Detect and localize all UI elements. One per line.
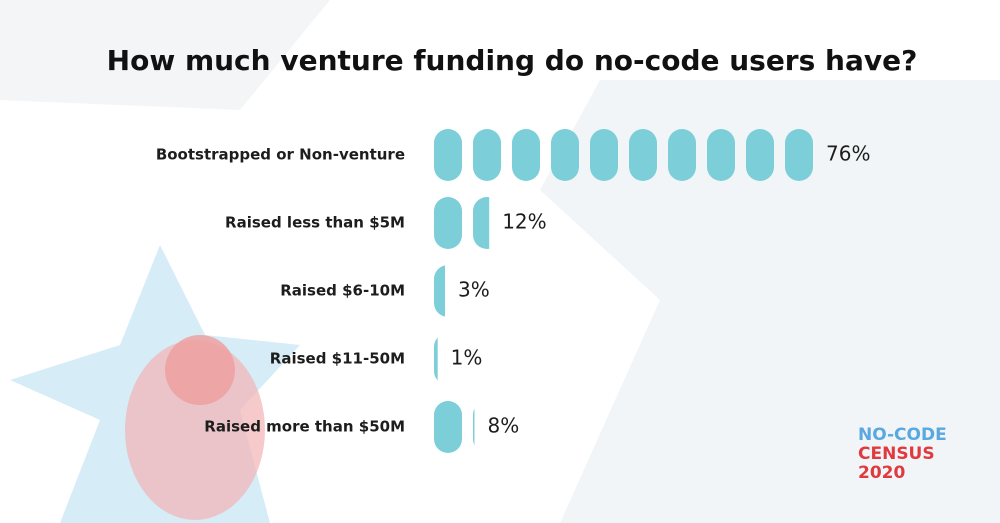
- pill: [629, 129, 657, 181]
- logo: NO-CODE CENSUS 2020: [858, 425, 947, 483]
- logo-text: CENSUS: [858, 444, 935, 464]
- category-label: Raised more than $50M: [204, 418, 405, 436]
- bar: [434, 265, 446, 317]
- pill: [590, 129, 618, 181]
- bar: [434, 337, 438, 381]
- pill: [434, 337, 438, 381]
- value-label: 76%: [826, 142, 870, 166]
- logo-text: 2020: [858, 463, 905, 483]
- pill: [707, 129, 735, 181]
- logo-text: NO-CODE: [858, 425, 947, 445]
- pill: [551, 129, 579, 181]
- category-label: Bootstrapped or Non-venture: [156, 146, 405, 164]
- bar: [434, 401, 475, 453]
- category-label: Raised $11-50M: [270, 350, 405, 368]
- value-label: 8%: [487, 414, 519, 438]
- pill: [473, 129, 501, 181]
- chart-title: How much venture funding do no-code user…: [107, 44, 918, 77]
- pill: [434, 265, 446, 317]
- pill: [785, 129, 813, 181]
- bar: [434, 129, 813, 181]
- category-label: Raised less than $5M: [225, 214, 405, 232]
- pill: [434, 401, 462, 453]
- value-label: 12%: [502, 210, 546, 234]
- bar: [434, 197, 490, 249]
- value-label: 3%: [458, 278, 490, 302]
- category-label: Raised $6-10M: [280, 282, 405, 300]
- pill: [434, 129, 462, 181]
- pill: [746, 129, 774, 181]
- pill: [512, 129, 540, 181]
- pill: [473, 408, 475, 446]
- pill: [473, 197, 490, 249]
- value-label: 1%: [451, 346, 483, 370]
- pill: [668, 129, 696, 181]
- pill: [434, 197, 462, 249]
